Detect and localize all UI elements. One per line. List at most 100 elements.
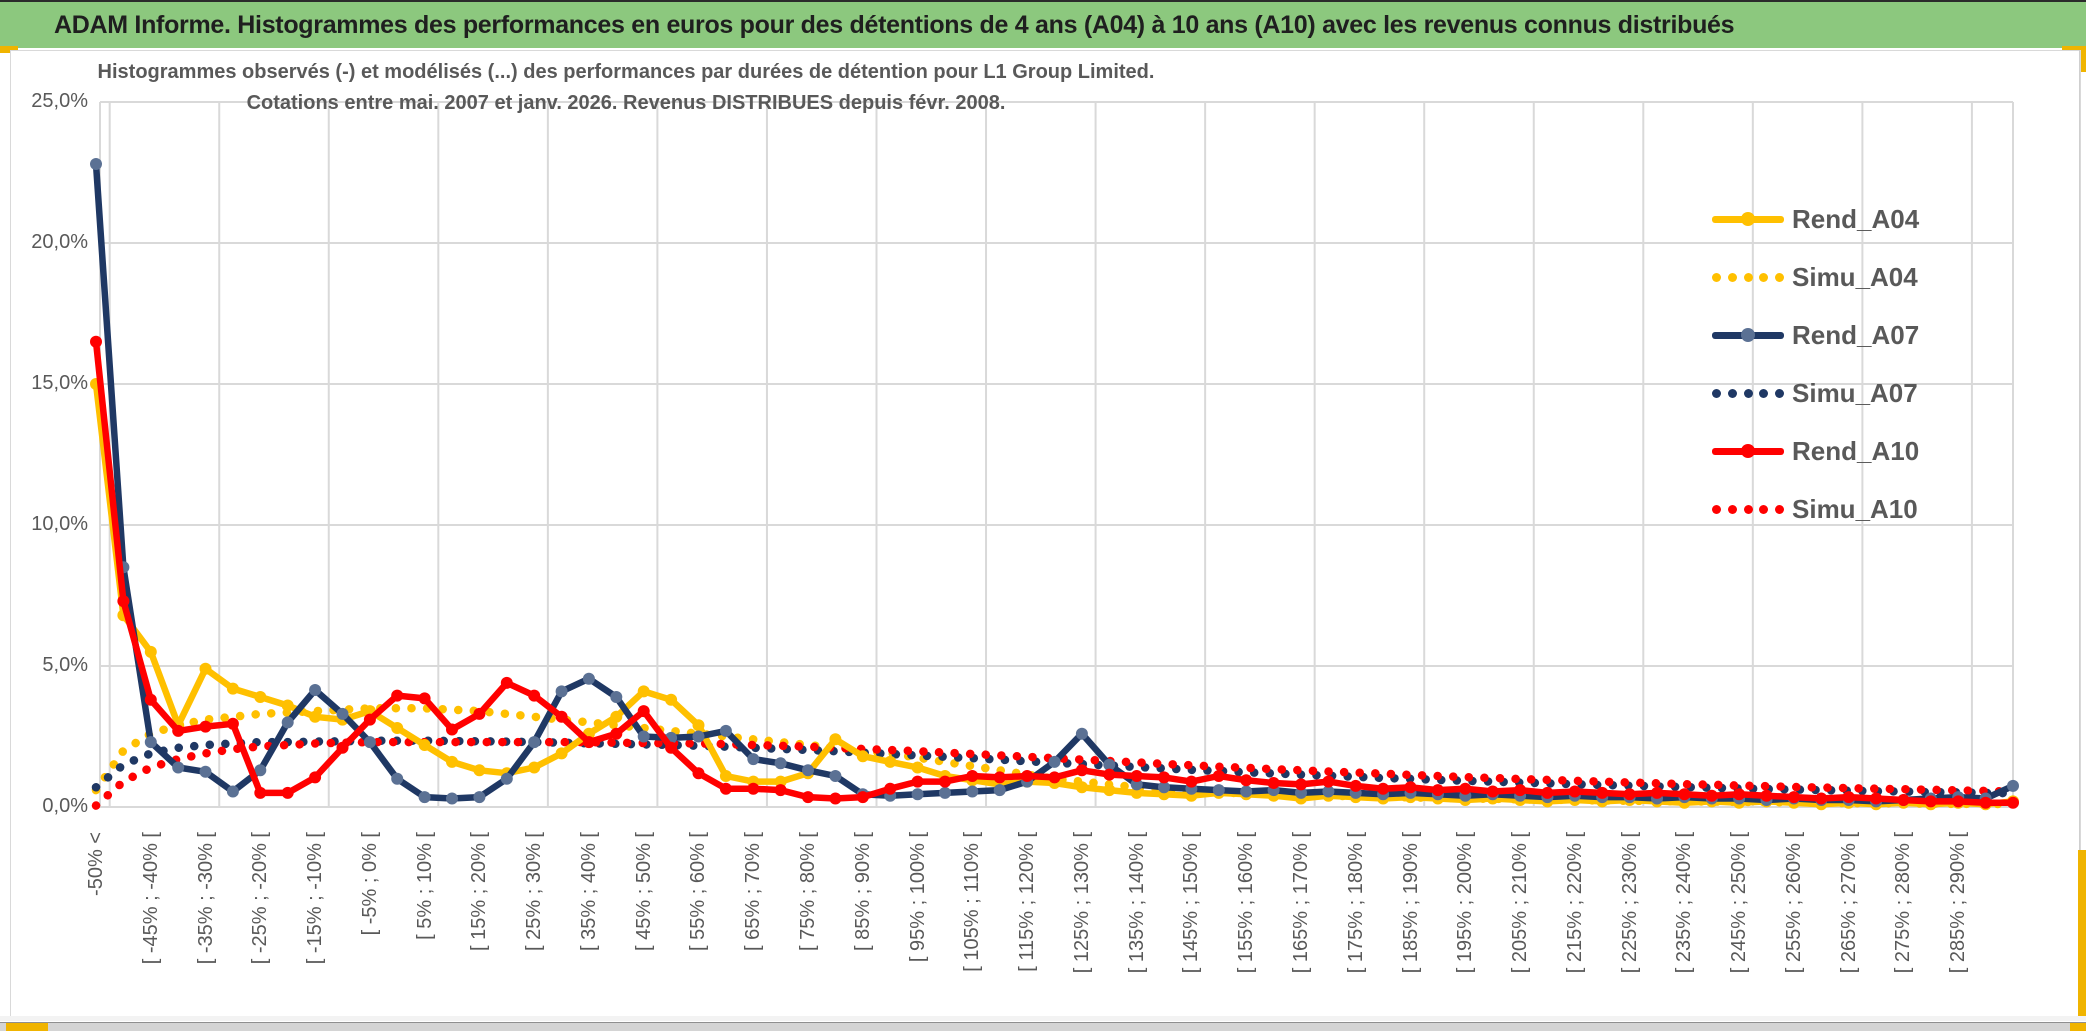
- marker-Rend_A07: [911, 788, 924, 801]
- marker-Rend_A10: [1870, 792, 1883, 805]
- marker-Rend_A04: [665, 693, 678, 706]
- app-title: ADAM Informe. Histogrammes des performan…: [54, 10, 1735, 39]
- chart-title-line1: Histogrammes observés (-) et modélisés (…: [97, 61, 1155, 83]
- marker-Rend_A10: [856, 791, 869, 804]
- marker-Rend_A10: [1897, 794, 1910, 806]
- x-axis-label: [ 265% ; 270% [: [1838, 832, 1860, 974]
- solid-line-swatch: [1712, 438, 1784, 464]
- marker-Rend_A07: [637, 730, 650, 743]
- header-bar: ADAM Informe. Histogrammes des performan…: [0, 0, 2086, 48]
- marker-Rend_A10: [1760, 789, 1773, 802]
- legend-item-Rend_A04[interactable]: Rend_A04: [1712, 203, 1920, 234]
- x-axis-label: [ 5% ; 10% [: [414, 832, 436, 940]
- marker-Rend_A10: [199, 720, 212, 733]
- marker-Rend_A07: [363, 736, 376, 749]
- marker-Rend_A10: [254, 786, 267, 799]
- x-axis-label: [ 205% ; 210% [: [1509, 832, 1531, 974]
- marker-Rend_A04: [446, 755, 458, 768]
- marker-Rend_A07: [939, 786, 951, 799]
- x-axis-label: [ 85% ; 90% [: [852, 832, 874, 951]
- marker-Rend_A10: [1596, 786, 1609, 799]
- x-axis-label: [ 185% ; 190% [: [1400, 832, 1422, 974]
- marker-Rend_A07: [254, 764, 267, 777]
- marker-Rend_A10: [418, 692, 431, 705]
- marker-Rend_A04: [610, 710, 623, 723]
- x-axis-label: [ 55% ; 60% [: [687, 832, 709, 951]
- x-axis-label: [ 215% ; 220% [: [1564, 832, 1586, 974]
- marker-Rend_A10: [993, 771, 1006, 784]
- marker-Rend_A10: [1541, 786, 1554, 799]
- marker-Rend_A10: [1048, 771, 1061, 784]
- legend-item-Simu_A10[interactable]: Simu_A10: [1712, 494, 1919, 524]
- marker-Rend_A07: [528, 736, 541, 749]
- marker-Rend_A10: [1924, 795, 1937, 808]
- marker-Rend_A10: [2007, 796, 2019, 809]
- marker-Rend_A07: [555, 685, 568, 698]
- legend-item-Rend_A10[interactable]: Rend_A10: [1712, 436, 1919, 466]
- marker-Rend_A10: [1295, 778, 1307, 791]
- marker-Rend_A07: [473, 791, 486, 804]
- x-axis-label: [ 165% ; 170% [: [1290, 832, 1312, 974]
- marker-Rend_A07: [226, 785, 239, 798]
- y-axis-label: 10,0%: [31, 513, 88, 535]
- marker-Rend_A10: [391, 689, 404, 702]
- marker-Rend_A07: [829, 770, 842, 782]
- chart-title: Histogrammes observés (-) et modélisés (…: [96, 57, 1156, 119]
- marker-Rend_A10: [473, 707, 486, 720]
- marker-Rend_A07: [1103, 758, 1116, 771]
- x-axis-label: [ 105% ; 110% [: [961, 832, 983, 972]
- marker-Rend_A10: [446, 723, 458, 736]
- vertical-scrollbar-thumb[interactable]: [2078, 850, 2086, 1016]
- marker-Rend_A07: [500, 772, 513, 785]
- marker-Rend_A04: [281, 699, 294, 712]
- legend-item-Rend_A07[interactable]: Rend_A07: [1712, 320, 1919, 350]
- x-axis-label: [ 125% ; 130% [: [1071, 832, 1093, 974]
- marker-Rend_A10: [528, 689, 541, 702]
- vertical-scrollbar-track[interactable]: [2079, 50, 2080, 1016]
- x-axis-label: [ 245% ; 250% [: [1728, 832, 1750, 974]
- marker-Rend_A07: [1130, 778, 1143, 791]
- marker-Rend_A04: [555, 747, 568, 760]
- marker-Rend_A04: [199, 662, 212, 675]
- horizontal-scrollbar-track[interactable]: [0, 1022, 2086, 1031]
- marker-Rend_A10: [1733, 788, 1746, 801]
- marker-Rend_A04: [911, 761, 924, 774]
- marker-Rend_A10: [747, 782, 760, 795]
- marker-Rend_A10: [500, 676, 513, 689]
- x-axis-label: [ 15% ; 20% [: [468, 832, 490, 951]
- marker-Rend_A10: [582, 736, 595, 749]
- marker-Rend_A07: [582, 672, 595, 685]
- legend-label: Rend_A04: [1792, 203, 1920, 234]
- marker-Rend_A07: [1295, 786, 1307, 799]
- marker-Rend_A07: [144, 736, 157, 749]
- marker-Rend_A07: [747, 753, 760, 766]
- legend[interactable]: Rend_A04 Simu_A04 Rend_A07 Simu_A07 Rend_A10…: [1712, 203, 1920, 554]
- x-axis-label: -50% <: [85, 832, 107, 896]
- x-axis-label: [ 235% ; 240% [: [1673, 832, 1695, 974]
- marker-Rend_A04: [144, 645, 157, 658]
- marker-Rend_A10: [1486, 785, 1499, 798]
- marker-Rend_A10: [1021, 770, 1034, 782]
- scrollbar-corner[interactable]: [2070, 1023, 2086, 1031]
- marker-Rend_A07: [309, 684, 322, 696]
- marker-Rend_A10: [281, 786, 294, 799]
- marker-Rend_A10: [692, 767, 705, 780]
- x-axis-label: [ 45% ; 50% [: [633, 832, 655, 951]
- x-axis-label: [ -25% ; -20% [: [249, 832, 271, 965]
- horizontal-scrollbar-thumb[interactable]: [6, 1023, 48, 1031]
- y-axis-label: 5,0%: [42, 654, 88, 676]
- x-axis-label: [ 65% ; 70% [: [742, 832, 764, 951]
- x-axis-label: [ 75% ; 80% [: [797, 832, 819, 951]
- marker-Rend_A10: [1787, 791, 1800, 804]
- x-axis-label: [ -45% ; -40% [: [140, 832, 162, 965]
- marker-Rend_A10: [144, 693, 157, 706]
- marker-Rend_A07: [391, 772, 404, 785]
- x-axis-label: [ 115% ; 120% [: [1016, 832, 1038, 972]
- accent-top-left: [0, 46, 18, 53]
- marker-Rend_A07: [1240, 785, 1253, 798]
- marker-Rend_A07: [774, 757, 787, 770]
- y-axis-label: 25,0%: [31, 90, 88, 112]
- marker-Rend_A10: [1705, 789, 1718, 802]
- legend-item-Simu_A07[interactable]: Simu_A07: [1712, 378, 1919, 408]
- legend-item-Simu_A04[interactable]: Simu_A04: [1712, 262, 1919, 292]
